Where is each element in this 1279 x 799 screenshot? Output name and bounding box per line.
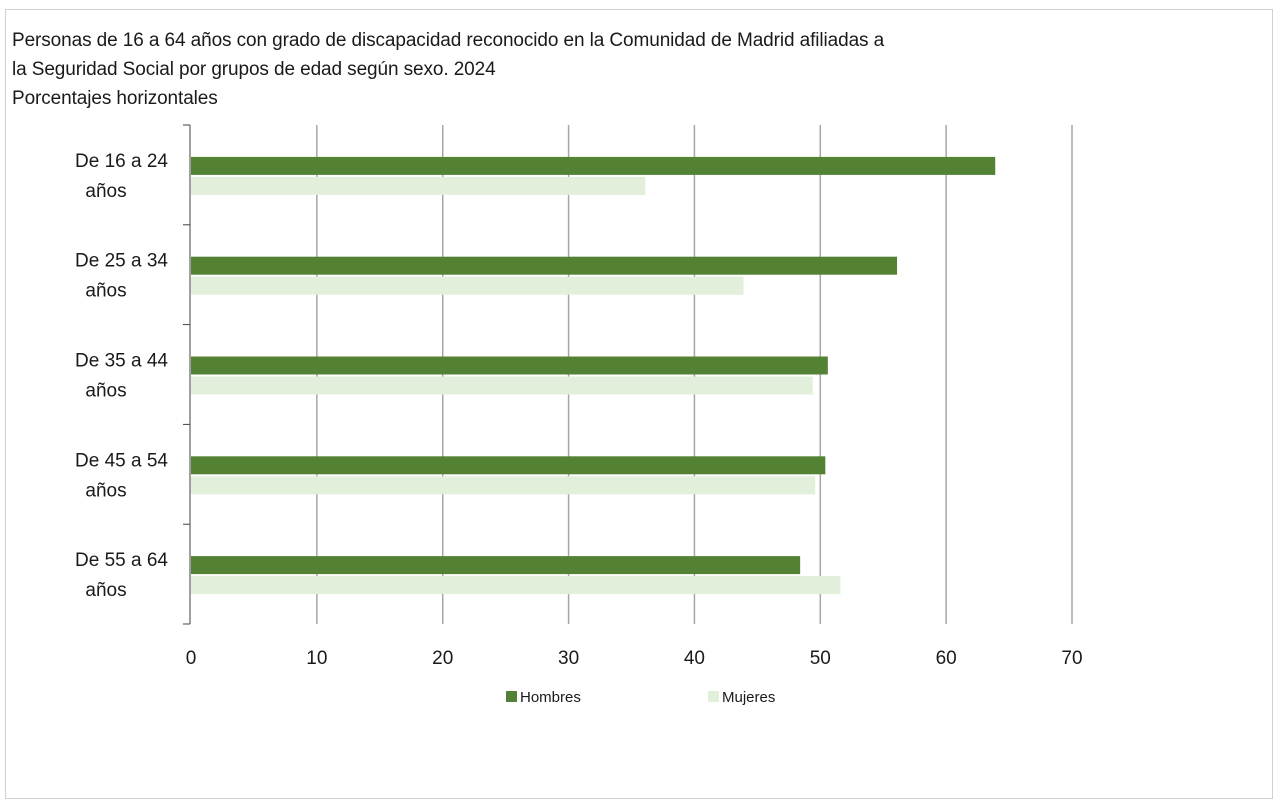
bar-mujeres: [191, 376, 813, 395]
bar-hombres: [191, 156, 996, 175]
x-tick-label: 30: [558, 648, 579, 669]
category-label: De 25 a 34: [75, 251, 168, 272]
bar-mujeres: [191, 576, 841, 595]
category-label: años: [85, 480, 126, 501]
category-labels: De 16 a 24 años De 25 a 34 años De 35 a 44 añ…: [75, 151, 168, 601]
legend-swatch-mujeres: [708, 691, 719, 702]
bar-mujeres: [191, 276, 744, 295]
x-tick-label: 40: [684, 648, 705, 669]
legend-label-mujeres: Mujeres: [722, 689, 775, 706]
bars: [191, 156, 996, 595]
category-label: De 35 a 44: [75, 351, 168, 372]
title-line-1: Personas de 16 a 64 años con grado de di…: [12, 30, 885, 51]
x-tick-label: 70: [1061, 648, 1082, 669]
x-tick-label: 50: [810, 648, 831, 669]
chart-title: Personas de 16 a 64 años con grado de di…: [12, 26, 1112, 113]
x-tick-label: 20: [432, 648, 453, 669]
category-label: años: [85, 181, 126, 202]
bar-hombres: [191, 256, 898, 275]
bar-mujeres: [191, 176, 646, 195]
x-tick-label: 10: [306, 648, 327, 669]
bar-hombres: [191, 456, 826, 475]
title-line-2: la Seguridad Social por grupos de edad s…: [12, 59, 496, 80]
subtitle: Porcentajes horizontales: [12, 88, 218, 109]
bar-mujeres: [191, 476, 816, 495]
category-label: años: [85, 580, 126, 601]
legend: Hombres Mujeres: [506, 689, 775, 706]
bar-hombres: [191, 356, 828, 375]
legend-swatch-hombres: [506, 691, 517, 702]
bar-hombres: [191, 556, 801, 575]
legend-label-hombres: Hombres: [520, 689, 581, 706]
x-tick-labels: 0 10 20 30 40 50 60 70: [186, 648, 1083, 669]
category-label: De 45 a 54: [75, 450, 168, 471]
category-label: años: [85, 281, 126, 302]
y-axis: [183, 124, 191, 625]
category-label: años: [85, 381, 126, 402]
category-label: De 16 a 24: [75, 151, 168, 172]
x-tick-label: 0: [186, 648, 197, 669]
x-tick-label: 60: [936, 648, 957, 669]
category-label: De 55 a 64: [75, 550, 168, 571]
